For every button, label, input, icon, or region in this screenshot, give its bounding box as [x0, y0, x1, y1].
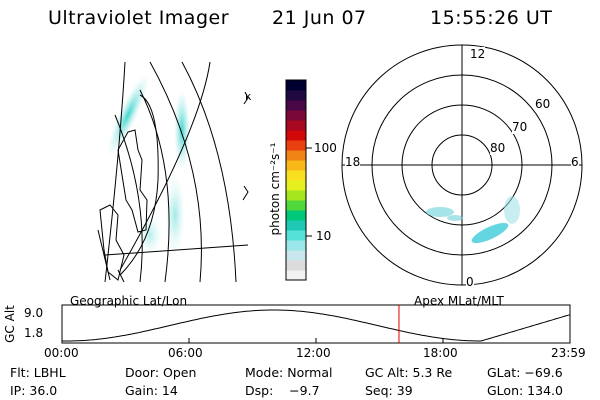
- colorbar-segment: [286, 80, 306, 91]
- colorbar-tick-100: 100: [314, 141, 337, 155]
- mlat-label-60: 60: [535, 97, 551, 111]
- glat-status: GLat: −69.6: [487, 365, 563, 380]
- ip-status: IP: 36.0: [10, 383, 58, 398]
- mlt-label-12: 12: [470, 47, 486, 61]
- colorbar-segment: [286, 230, 306, 241]
- colorbar-segment: [286, 180, 306, 191]
- colorbar-segment: [286, 200, 306, 211]
- colorbar-tick-10: 10: [316, 229, 332, 243]
- mlat-label-80: 80: [490, 141, 506, 155]
- alt-ytick-high: 9.0: [24, 306, 44, 320]
- gc-alt-status: GC Alt: 5.3 Re: [365, 365, 453, 380]
- colorbar-segment: [286, 210, 306, 221]
- alt-xtick-3: 18:00: [423, 346, 458, 360]
- seq-status: Seq: 39: [365, 383, 413, 398]
- mode-status: Mode: Normal: [245, 365, 333, 380]
- colorbar-segment: [286, 120, 306, 131]
- colorbar-segment: [286, 240, 306, 251]
- svg-text:κ: κ: [245, 90, 252, 103]
- colorbar-segment: [286, 160, 306, 171]
- colorbar-segment: [286, 110, 306, 121]
- time-label: 15:55:26 UT: [430, 7, 553, 29]
- mlt-label-0: 0: [466, 275, 474, 289]
- aurora-oval: [426, 196, 520, 244]
- instrument-title: Ultraviolet Imager: [48, 7, 230, 29]
- colorbar-segment: [286, 250, 306, 261]
- alt-xtick-4: 23:59: [551, 346, 586, 360]
- colorbar-segment: [286, 170, 306, 181]
- altitude-curve: [62, 309, 571, 342]
- aurora-emission: [107, 74, 190, 255]
- colorbar-segment: [286, 90, 306, 101]
- coastline: [117, 129, 148, 233]
- alt-xtick-0: 00:00: [44, 346, 79, 360]
- alt-ytick-low: 1.8: [24, 326, 44, 340]
- mlt-label-6: 6: [571, 155, 579, 169]
- door-status: Door: Open: [125, 365, 197, 380]
- colorbar-segment: [286, 260, 306, 271]
- glon-status: GLon: 134.0: [487, 383, 563, 398]
- colorbar-segment: [286, 190, 306, 201]
- filter-status: Flt: LBHL: [10, 365, 66, 380]
- mlat-label-70: 70: [512, 120, 528, 134]
- colorbar-segment: [286, 140, 306, 151]
- colorbar-segment: [286, 150, 306, 161]
- colorbar-segment: [286, 100, 306, 111]
- colorbar-segment: [286, 130, 306, 141]
- alt-ylabel: GC Alt: [3, 305, 17, 343]
- alt-xtick-2: 12:00: [296, 346, 331, 360]
- colorbar-segment: [286, 220, 306, 231]
- gain-status: Gain: 14: [125, 383, 178, 398]
- dsp-status: Dsp: −9.7: [245, 383, 320, 398]
- colorbar-segment: [286, 270, 306, 281]
- lat-lon-grid: [97, 61, 249, 283]
- alt-xtick-1: 06:00: [168, 346, 203, 360]
- mlt-label-18: 18: [345, 155, 361, 169]
- date-label: 21 Jun 07: [272, 7, 367, 29]
